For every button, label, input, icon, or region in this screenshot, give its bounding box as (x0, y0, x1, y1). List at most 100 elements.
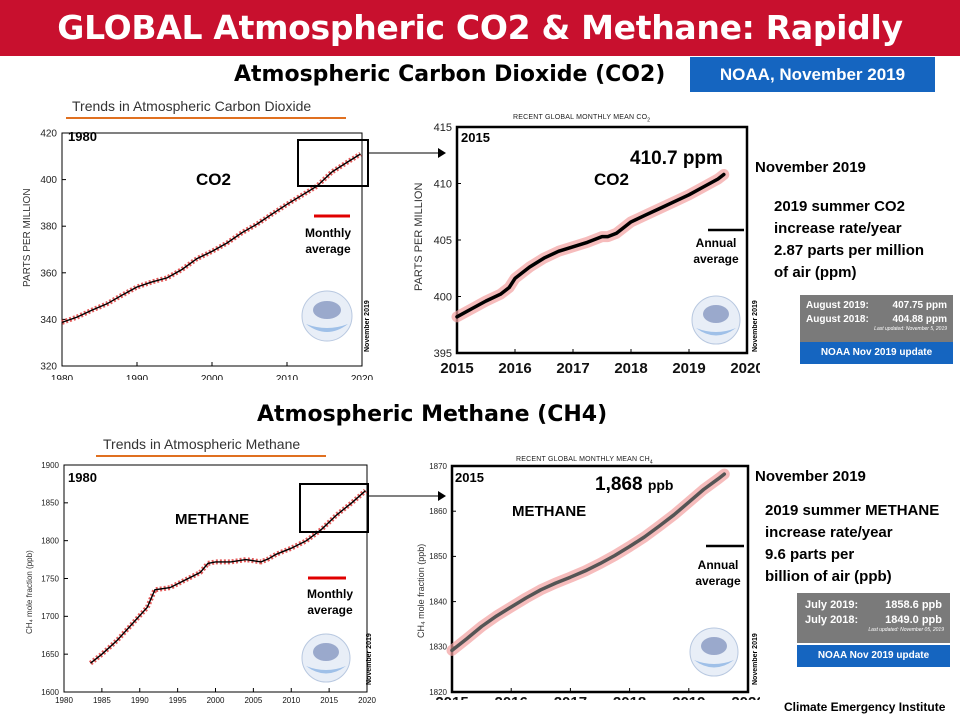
ch4-stat-label-2: July 2018: (805, 614, 859, 626)
ch4-long-title-underline (96, 455, 326, 457)
ch4-recent-vertical-date: November 2019 (752, 633, 759, 685)
ch4-stat-value-2: 1849.0 ppb (885, 614, 942, 626)
ch4-long-start-year: 1980 (68, 470, 97, 485)
y-tick-label: 1830 (429, 643, 447, 652)
x-tick-label: 2020 (730, 360, 760, 377)
x-tick-label: 2015 (320, 696, 338, 705)
x-tick-label: 2018 (613, 694, 646, 700)
y-tick-label: 360 (40, 268, 57, 279)
y-tick-label: 1600 (41, 688, 59, 697)
y-tick-label: 1700 (41, 612, 59, 621)
co2-stat-updated: Last updated: November 5, 2019 (874, 326, 947, 332)
y-tick-label: 320 (40, 362, 57, 373)
x-tick-label: 1980 (55, 696, 73, 705)
ch4-stat-updated: Last updated: November 05, 2019 (868, 627, 944, 633)
co2-recent-value: 410.7 ppm (630, 148, 723, 169)
y-tick-label: 1820 (429, 688, 447, 697)
x-tick-label: 2000 (207, 696, 225, 705)
ch4-stat-value-1: 1858.6 ppb (885, 599, 942, 611)
y-tick-label: 340 (40, 315, 57, 326)
x-tick-label: 2017 (554, 694, 587, 700)
ch4-recent-value: 1,868 ppb (595, 474, 674, 495)
ch4-stat-label-1: July 2019: (805, 599, 859, 611)
co2-long-start-year: 1980 (68, 129, 97, 144)
y-tick-label: 1850 (41, 499, 59, 508)
co2-long-label: CO2 (196, 170, 231, 189)
y-tick-label: 400 (40, 175, 57, 186)
co2-noaa-update-button[interactable]: NOAA Nov 2019 update (800, 342, 953, 364)
ch4-long-title: Trends in Atmospheric Methane (103, 436, 301, 452)
ch4-zoom-box (299, 483, 369, 533)
x-tick-label: 2019 (672, 360, 705, 377)
y-tick-label: 405 (434, 235, 452, 247)
noaa-logo (301, 290, 353, 342)
x-tick-label: 1990 (131, 696, 149, 705)
co2-long-trend-line (61, 153, 361, 324)
y-tick-label: 1870 (429, 462, 447, 471)
ch4-recent-ylabel: CH₄ mole fraction (ppb) (416, 544, 426, 638)
x-tick-label: 1995 (169, 696, 187, 705)
y-tick-label: 380 (40, 222, 57, 233)
co2-note-line-4: of air (ppm) (774, 264, 857, 281)
x-tick-label: 2010 (276, 374, 299, 380)
co2-recent-vertical-date: November 2019 (752, 300, 759, 352)
noaa-logo (301, 633, 351, 683)
y-tick-label: 400 (434, 291, 452, 303)
x-tick-label: 2020 (351, 374, 374, 380)
x-tick-label: 2020 (731, 694, 760, 700)
co2-note-line-2: increase rate/year (774, 220, 902, 237)
y-tick-label: 420 (40, 129, 57, 140)
ch4-recent-legend-label: Annual average (695, 558, 741, 588)
y-tick-label: 395 (434, 348, 452, 360)
co2-long-title: Trends in Atmospheric Carbon Dioxide (72, 98, 312, 114)
x-tick-label: 2000 (201, 374, 224, 380)
y-tick-label: 1850 (429, 552, 447, 561)
ch4-date-label: November 2019 (755, 468, 866, 485)
co2-note-line-3: 2.87 parts per million (774, 242, 925, 259)
x-tick-label: 2018 (614, 360, 647, 377)
co2-stat-value-2: 404.88 ppm (892, 314, 947, 325)
co2-stat-label-2: August 2018: (806, 314, 869, 325)
co2-recent-title: RECENT GLOBAL MONTHLY MEAN CO2 (513, 114, 651, 124)
co2-note: 2019 summer CO2 increase rate/year 2.87 … (774, 196, 924, 284)
title-banner (0, 0, 960, 56)
co2-long-ylabel: PARTS PER MILLION (22, 188, 33, 287)
noaa-logo (691, 295, 741, 345)
ch4-note-line-1: 2019 summer METHANE (765, 502, 940, 519)
ch4-recent-title: RECENT GLOBAL MONTHLY MEAN CH4 (516, 456, 653, 466)
ch4-noaa-update-button[interactable]: NOAA Nov 2019 update (797, 645, 950, 667)
co2-section-title: Atmospheric Carbon Dioxide (CO2) (234, 62, 666, 87)
y-tick-label: 1840 (429, 597, 447, 606)
ch4-recent-label: METHANE (512, 503, 587, 520)
co2-note-line-1: 2019 summer CO2 (774, 198, 905, 215)
x-tick-label: 2016 (495, 694, 528, 700)
noaa-date-badge: NOAA, November 2019 (690, 57, 935, 92)
x-tick-label: 1990 (126, 374, 149, 380)
y-tick-label: 410 (434, 178, 452, 190)
co2-long-title-underline (66, 117, 346, 119)
ch4-long-trend-line (90, 490, 366, 664)
co2-long-chart: 1980 1990 2000 2010 2020 320 340 360 380 400 420 P… (22, 129, 374, 381)
ch4-long-ylabel: CH₄ mole fraction (ppb) (25, 550, 34, 634)
ch4-stat-box: July 2019: 1858.6 ppb July 2018: 1849.0 … (797, 593, 950, 643)
ch4-long-label: METHANE (175, 511, 250, 528)
co2-long-vertical-date: November 2019 (364, 300, 371, 352)
y-tick-label: 415 (434, 122, 452, 134)
y-tick-label: 1900 (41, 461, 59, 470)
ch4-note-line-3: 9.6 parts per (765, 546, 855, 563)
co2-stat-label-1: August 2019: (806, 300, 869, 311)
co2-date-label: November 2019 (755, 159, 866, 176)
co2-recent-legend-label: Annual average (693, 236, 739, 266)
ch4-note-line-2: increase rate/year (765, 524, 893, 541)
footer-credit: Climate Emergency Institute (784, 700, 946, 714)
x-tick-label: 2019 (672, 694, 705, 700)
ch4-recent-plot-frame (450, 464, 750, 694)
co2-recent-line (455, 172, 726, 319)
co2-recent-ylabel: PARTS PER MILLION (413, 183, 425, 291)
x-tick-label: 2015 (435, 694, 468, 700)
ch4-recent-chart: 2015 2016 2017 2018 2019 2020 1820 1830 1840 1850… (416, 462, 760, 700)
ch4-recent-glow (446, 468, 730, 656)
x-tick-label: 1985 (93, 696, 111, 705)
co2-recent-label: CO2 (594, 170, 629, 189)
y-tick-label: 1650 (41, 650, 59, 659)
